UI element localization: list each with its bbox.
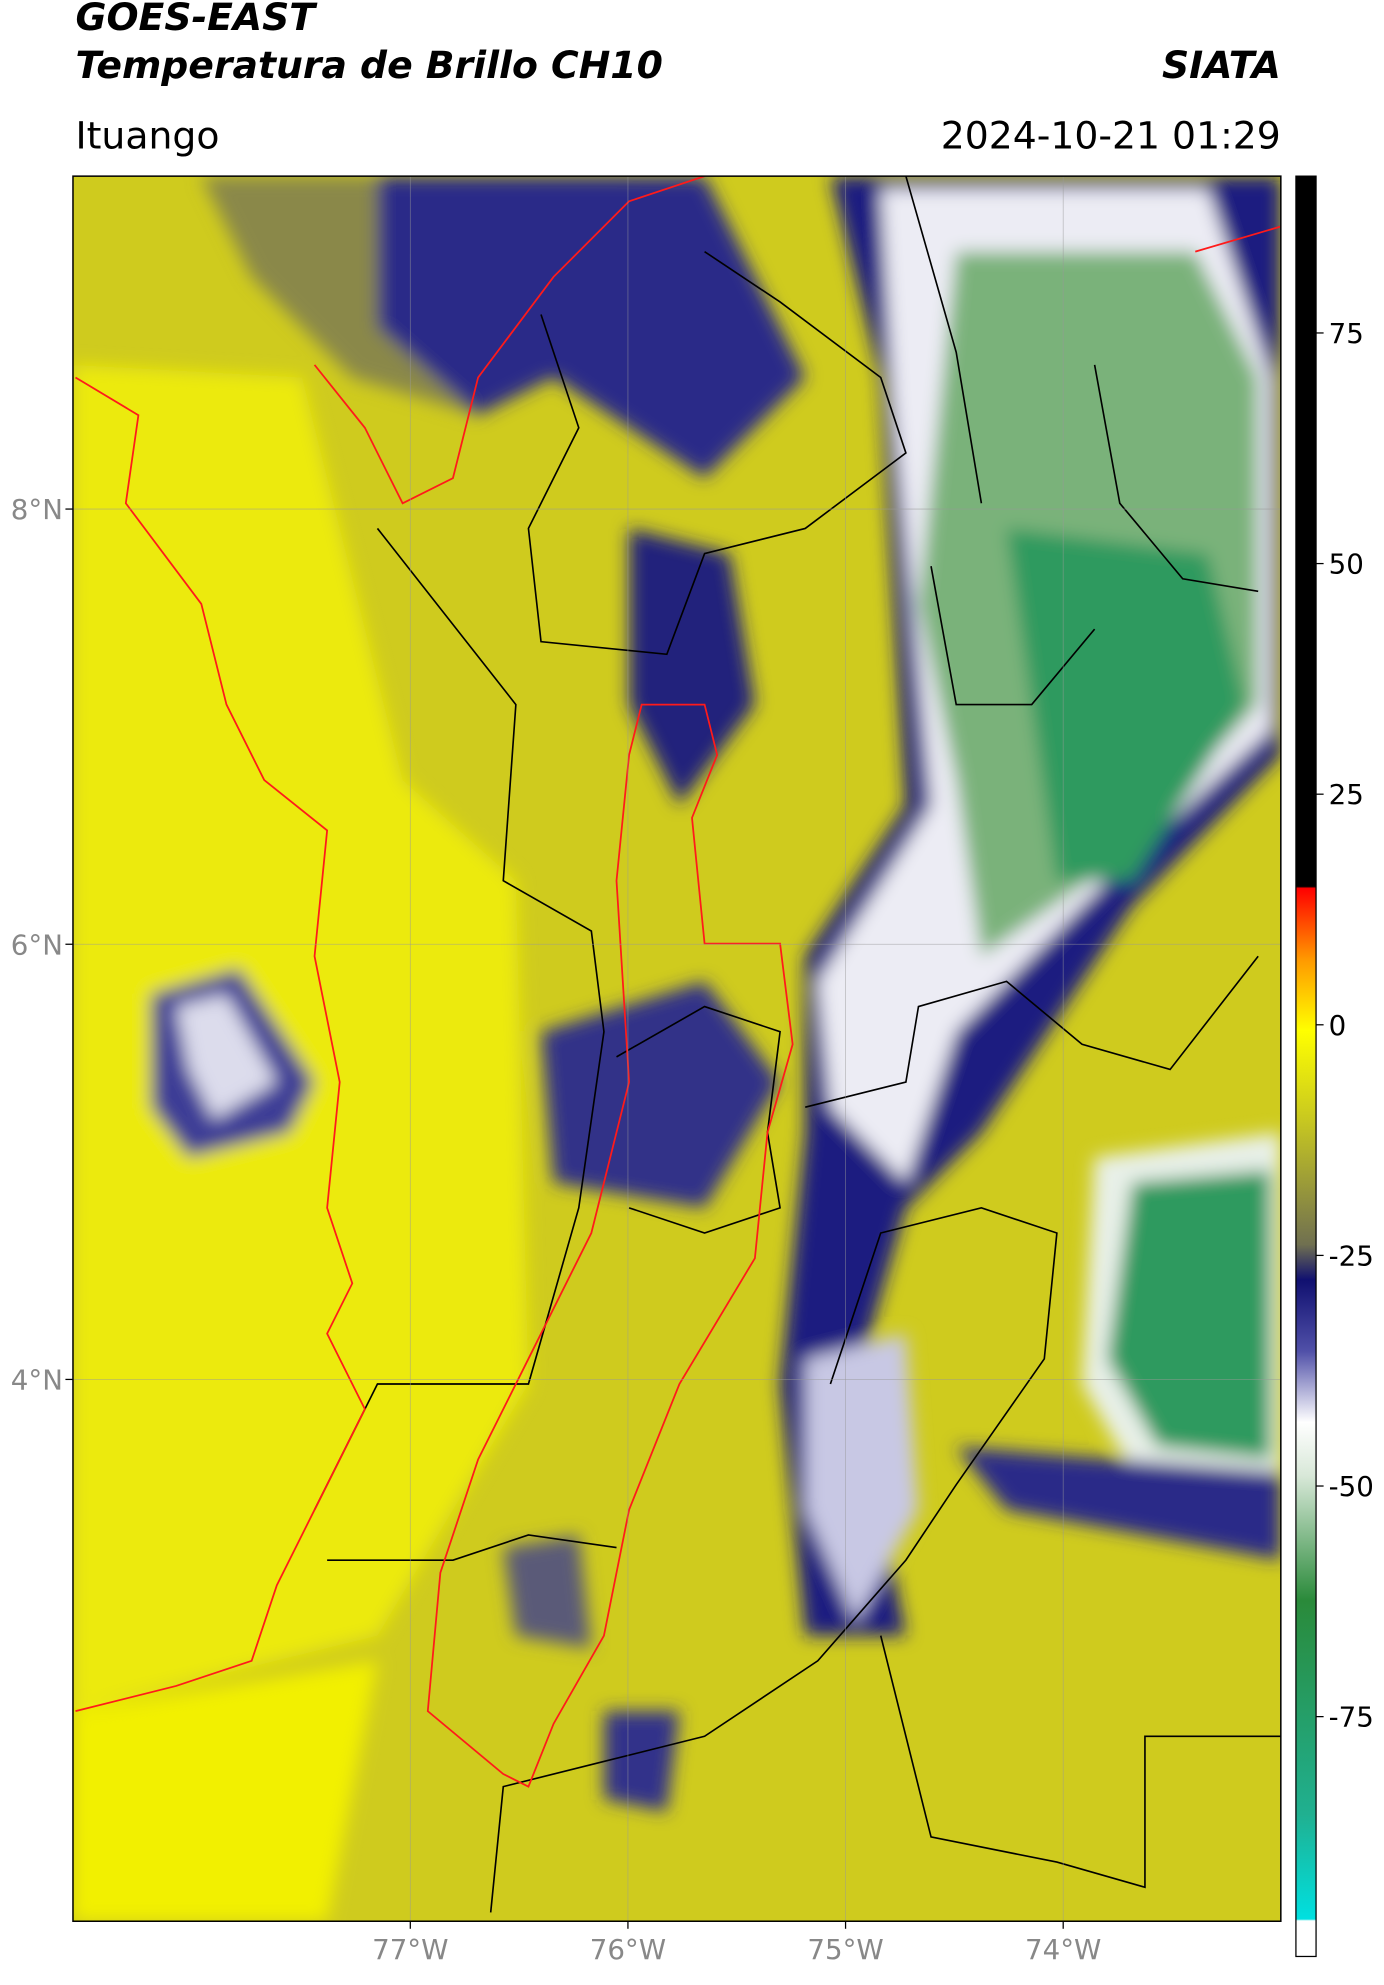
source: SIATA	[1162, 43, 1281, 87]
x-tick-label: 77°W	[372, 1933, 448, 1966]
x-tick-label: 74°W	[1025, 1933, 1101, 1966]
location: Ituango	[75, 113, 219, 157]
colorbar-label: -25	[1329, 1239, 1374, 1272]
colorbar	[1295, 175, 1317, 1958]
title: GOES-EAST	[75, 0, 318, 39]
y-tick-label: 6°N	[11, 928, 63, 961]
subtitle: Temperatura de Brillo CH10	[75, 43, 662, 87]
y-tick-label: 8°N	[11, 493, 63, 526]
graticule	[72, 176, 1281, 1922]
x-tick-label: 76°W	[590, 1933, 666, 1966]
colorbar-label: -50	[1329, 1470, 1374, 1503]
colorbar-label: -75	[1329, 1701, 1374, 1734]
x-tick-label: 75°W	[807, 1933, 883, 1966]
coastline	[75, 176, 1281, 1788]
colorbar-label: 75	[1329, 317, 1364, 350]
datetime: 2024-10-21 01:29	[941, 113, 1281, 157]
map-frame	[72, 175, 1282, 1922]
satellite-image	[72, 176, 1281, 1922]
y-tick-label: 4°N	[11, 1363, 63, 1396]
colorbar-label: 0	[1329, 1009, 1347, 1042]
colorbar-label: 25	[1329, 778, 1364, 811]
colorbar-label: 50	[1329, 548, 1364, 581]
